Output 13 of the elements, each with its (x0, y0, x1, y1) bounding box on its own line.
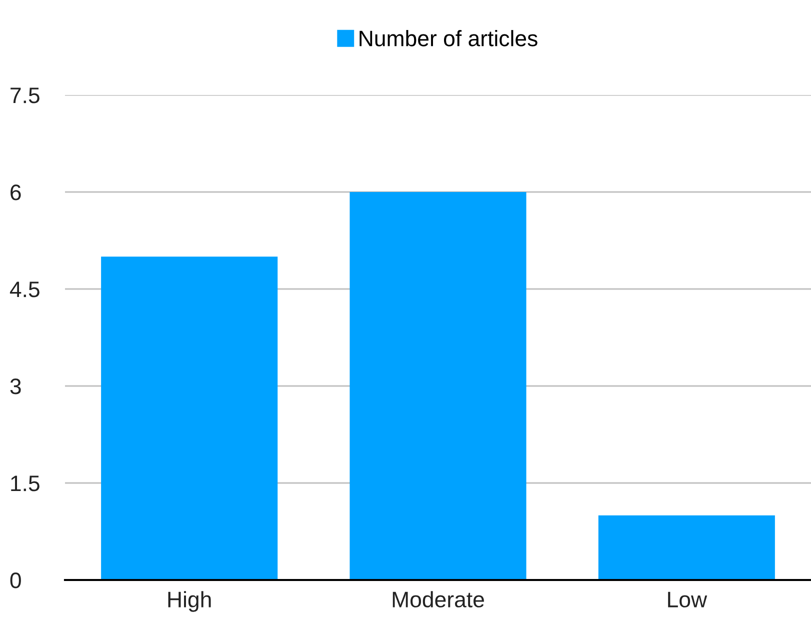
y-tick-label: 7.5 (10, 88, 40, 104)
y-tick-label: 0 (10, 572, 21, 588)
y-tick-label: 4.5 (10, 282, 40, 298)
x-tick-label: Moderate (392, 591, 484, 608)
x-tick-label: High (168, 591, 211, 612)
legend-label: Number of articles (360, 30, 538, 46)
bar (350, 192, 526, 580)
y-tick-label: 6 (10, 184, 21, 200)
y-tick-label: 3 (10, 378, 21, 394)
x-tick-label: Low (668, 592, 708, 608)
y-tick-label: 1.5 (11, 476, 40, 492)
bar (598, 515, 775, 580)
bar (101, 256, 278, 580)
